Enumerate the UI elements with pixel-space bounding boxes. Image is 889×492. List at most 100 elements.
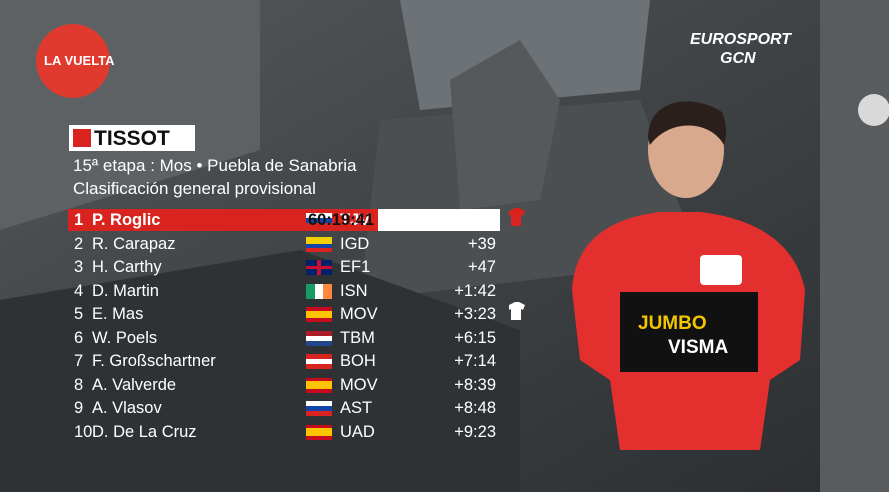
- time: 60:19:41: [307, 211, 374, 229]
- jersey-panel: [620, 292, 758, 372]
- jersey-text: JUMBO: [638, 313, 707, 334]
- stage: 15ª etapa : Mos • Puebla de Sanabria: [73, 156, 357, 175]
- flag-stripe: [306, 385, 332, 389]
- flag: [306, 283, 332, 299]
- flag-stripe: [306, 283, 315, 299]
- time: +7:14: [454, 352, 496, 370]
- flag-stripe: [314, 283, 324, 299]
- logo-text: LA VUELTA: [44, 53, 115, 68]
- rider-name: A. Valverde: [92, 375, 177, 394]
- rider-name: W. Poels: [92, 328, 158, 347]
- flag: [306, 236, 332, 252]
- time: +1:42: [454, 281, 496, 300]
- flag-stripe: [306, 218, 332, 223]
- flag-stripe: [306, 359, 332, 364]
- rank: 3: [74, 258, 84, 276]
- flag-stripe: [306, 318, 332, 322]
- team: EF1: [340, 258, 371, 276]
- flag-stripe: [306, 411, 332, 416]
- team: TBM: [340, 328, 375, 347]
- rank: 2: [74, 234, 84, 253]
- rank: 7: [74, 352, 84, 370]
- rider-name: F. Großschartner: [92, 352, 216, 370]
- rank: 5: [74, 305, 84, 323]
- time: +8:48: [454, 399, 496, 417]
- rank: 6: [74, 328, 84, 347]
- time: +39: [468, 234, 496, 253]
- team: UAD: [340, 422, 375, 441]
- rider-name: R. Carapaz: [92, 234, 176, 253]
- row: 4 D. Martin ISN +1:42: [68, 280, 500, 302]
- flag-stripe: [306, 406, 332, 411]
- row: 5 E. Mas MOV +3:23: [68, 303, 500, 325]
- flag-stripe: [306, 432, 332, 436]
- row: 8 A. Valverde MOV +8:39: [68, 374, 500, 396]
- team: AST: [340, 399, 373, 417]
- team: IGD: [340, 234, 370, 253]
- rank: 4: [74, 281, 84, 300]
- row: 10 D. De La Cruz UAD +9:23: [68, 421, 500, 443]
- rider-name: E. Mas: [92, 305, 144, 323]
- row: 7 F. Großschartner BOH +7:14: [68, 350, 500, 372]
- flag-stripe: [323, 283, 332, 299]
- flag: [306, 354, 332, 369]
- time: +3:23: [454, 305, 496, 323]
- flag-stripe: [306, 388, 332, 393]
- flag-stripe: [306, 381, 332, 385]
- flag-stripe: [306, 424, 332, 429]
- flag-stripe: [306, 310, 332, 315]
- jersey-text: VISMA: [668, 337, 729, 358]
- time: +9:23: [454, 422, 496, 441]
- rank: 1: [74, 211, 84, 229]
- subtitle: Clasificación general provisional: [73, 179, 316, 198]
- flag-stripe: [306, 240, 332, 244]
- team: BOH: [340, 352, 376, 370]
- flag-stripe: [306, 428, 332, 432]
- team: MOV: [340, 375, 378, 394]
- flag-stripe: [306, 223, 332, 228]
- flag: [306, 307, 332, 322]
- rider-name: D. Martin: [92, 281, 159, 300]
- team: ISN: [340, 281, 368, 300]
- rider-name: P. Roglic: [92, 211, 161, 229]
- flag-stripe: [306, 401, 332, 406]
- rider-name: D. De La Cruz: [92, 422, 197, 441]
- time: +6:15: [454, 328, 496, 347]
- flag: [306, 401, 332, 416]
- rank: 10: [74, 422, 93, 441]
- youth-jersey-icon: [509, 302, 525, 320]
- flag: [306, 377, 332, 393]
- logo-badge: [36, 24, 110, 98]
- flag-stripe: [306, 213, 332, 218]
- rank: 9: [74, 399, 84, 417]
- rider-name: A. Vlasov: [92, 399, 162, 417]
- flag: [306, 424, 332, 440]
- flag-stripe: [306, 354, 332, 359]
- flag-stripe: [306, 335, 332, 341]
- row: 3 H. Carthy EF1 +47: [68, 256, 500, 278]
- time: +47: [468, 258, 496, 276]
- row: 1 P. Roglic TJV 60:19:41: [68, 209, 378, 231]
- rank: 8: [74, 375, 84, 394]
- flag-stripe: [306, 330, 332, 336]
- flag-stripe: [306, 236, 332, 241]
- broadcaster: EUROSPORT: [690, 31, 792, 48]
- flag-stripe: [306, 340, 332, 346]
- leader-jersey-icon: [509, 208, 525, 226]
- flag-stripe: [306, 377, 332, 382]
- time-box: [378, 209, 500, 231]
- time: +8:39: [454, 375, 496, 394]
- team: MOV: [340, 305, 378, 323]
- flag-stripe: [306, 435, 332, 440]
- flag-stripe: [306, 364, 332, 369]
- row: 6 W. Poels TBM +6:15: [68, 327, 500, 349]
- row: 9 A. Vlasov AST +8:48: [68, 397, 500, 419]
- flag: [306, 330, 332, 346]
- rider-name: H. Carthy: [92, 258, 162, 276]
- flag-stripe: [306, 314, 332, 319]
- partner: GCN: [720, 50, 756, 67]
- flag-stripe: [306, 244, 332, 248]
